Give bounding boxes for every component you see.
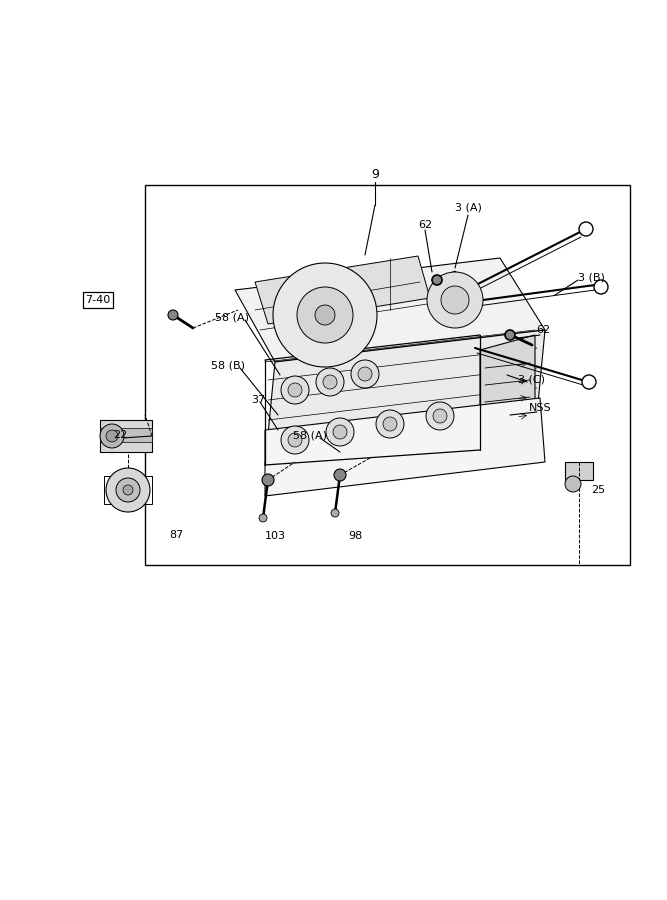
Text: NSS: NSS: [529, 403, 552, 413]
Circle shape: [273, 263, 377, 367]
Polygon shape: [265, 398, 545, 496]
Text: 103: 103: [265, 531, 285, 541]
Circle shape: [351, 360, 379, 388]
Bar: [100, 428, 152, 442]
Circle shape: [426, 402, 454, 430]
Text: 22: 22: [113, 430, 127, 440]
Circle shape: [288, 433, 302, 447]
Circle shape: [334, 469, 346, 481]
Text: 58 (B): 58 (B): [211, 360, 245, 370]
Text: 3 (C): 3 (C): [518, 375, 544, 385]
Circle shape: [316, 368, 344, 396]
Text: 3 (A): 3 (A): [455, 203, 482, 213]
Polygon shape: [235, 258, 545, 362]
Circle shape: [594, 280, 608, 294]
Bar: [565, 462, 593, 480]
Circle shape: [441, 286, 469, 314]
Circle shape: [326, 418, 354, 446]
Circle shape: [116, 478, 140, 502]
Text: 3 (B): 3 (B): [578, 273, 604, 283]
Circle shape: [168, 310, 178, 320]
Circle shape: [505, 330, 515, 340]
Circle shape: [582, 375, 596, 389]
Circle shape: [427, 272, 483, 328]
Text: 62: 62: [536, 325, 550, 335]
Circle shape: [376, 410, 404, 438]
Text: 9: 9: [371, 168, 379, 182]
Polygon shape: [255, 256, 430, 324]
Circle shape: [281, 376, 309, 404]
Text: 25: 25: [591, 485, 605, 495]
Text: 58 (A): 58 (A): [293, 430, 327, 440]
Circle shape: [323, 375, 337, 389]
Text: 58 (A): 58 (A): [215, 313, 249, 323]
Circle shape: [123, 485, 133, 495]
Circle shape: [383, 417, 397, 431]
Text: 7-40: 7-40: [85, 295, 111, 305]
Circle shape: [331, 509, 339, 517]
Circle shape: [432, 275, 442, 285]
Bar: [104, 476, 152, 504]
Circle shape: [315, 305, 335, 325]
Circle shape: [259, 514, 267, 522]
Polygon shape: [265, 330, 545, 465]
Circle shape: [297, 287, 353, 343]
Circle shape: [106, 430, 118, 442]
Circle shape: [281, 426, 309, 454]
Text: 98: 98: [348, 531, 362, 541]
Bar: [145, 185, 630, 565]
Circle shape: [288, 383, 302, 397]
Circle shape: [579, 222, 593, 236]
Circle shape: [262, 474, 274, 486]
Circle shape: [433, 409, 447, 423]
Circle shape: [100, 424, 124, 448]
Circle shape: [333, 425, 347, 439]
Circle shape: [358, 367, 372, 381]
Text: 87: 87: [169, 530, 183, 540]
Text: 62: 62: [418, 220, 432, 230]
Polygon shape: [480, 335, 535, 450]
Bar: [100, 420, 152, 452]
Text: 37: 37: [251, 395, 265, 405]
Circle shape: [106, 468, 150, 512]
Circle shape: [565, 476, 581, 492]
